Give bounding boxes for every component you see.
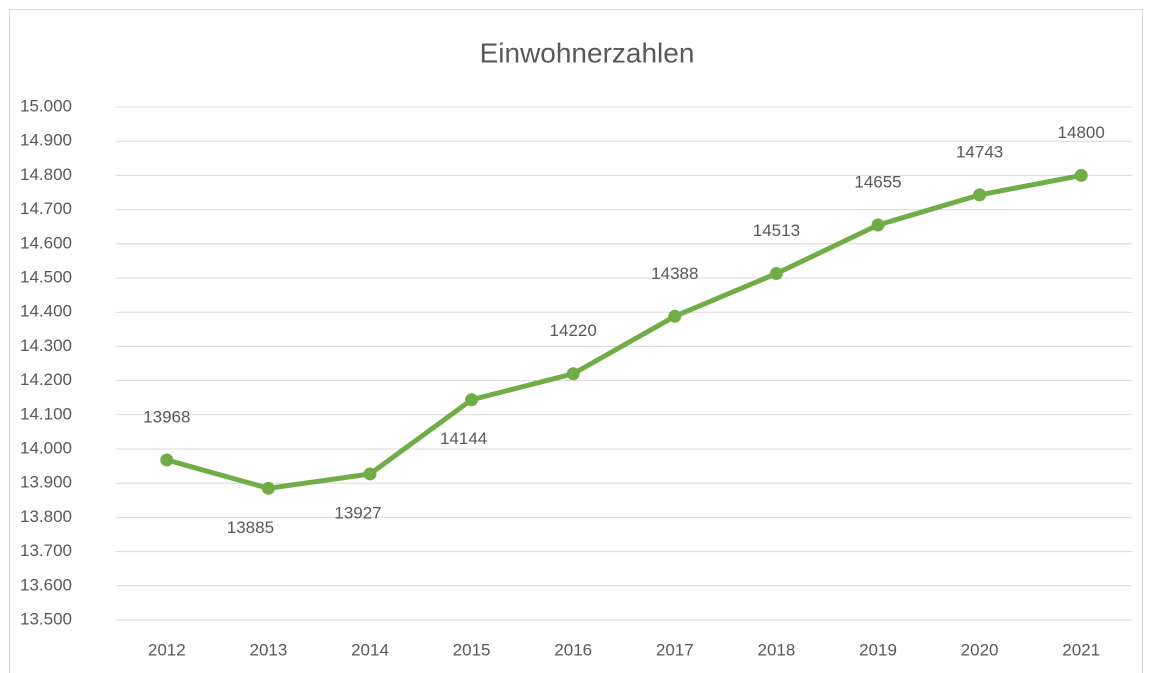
- y-tick-label: 14.600: [20, 233, 72, 252]
- y-tick-label: 14.100: [20, 404, 72, 423]
- data-label: 13968: [143, 407, 190, 426]
- data-label: 14743: [956, 142, 1003, 161]
- x-tick-label: 2015: [453, 640, 491, 659]
- y-tick-label: 14.500: [20, 267, 72, 286]
- y-tick-label: 14.800: [20, 165, 72, 184]
- x-tick-label: 2018: [757, 640, 795, 659]
- chart-frame: [9, 9, 1143, 673]
- marker: [769, 267, 783, 281]
- line: [166, 172, 1082, 491]
- y-tick-label: 14.000: [20, 438, 72, 457]
- y-tick-label: 13.700: [20, 541, 72, 560]
- x-tick-label: 2014: [351, 640, 389, 659]
- data-label: 14513: [753, 221, 800, 240]
- marker: [566, 367, 580, 381]
- data-label: 14388: [651, 264, 698, 283]
- y-tick-label: 14.300: [20, 336, 72, 355]
- x-tick-label: 2021: [1062, 640, 1100, 659]
- marker: [973, 188, 987, 202]
- data-label: 13927: [334, 503, 381, 522]
- x-tick-label: 2019: [859, 640, 897, 659]
- chart-title: Einwohnerzahlen: [480, 37, 695, 68]
- data-label: 13885: [227, 518, 274, 537]
- marker: [1074, 168, 1088, 182]
- data-label: 14144: [440, 429, 487, 448]
- marker: [261, 481, 275, 495]
- x-tick-label: 2016: [554, 640, 592, 659]
- marker: [871, 218, 885, 232]
- x-tick-label: 2017: [656, 640, 694, 659]
- marker: [363, 467, 377, 481]
- data-label: 14220: [550, 321, 597, 340]
- x-tick-label: 2013: [249, 640, 287, 659]
- x-tick-label: 2020: [961, 640, 999, 659]
- data-label: 14800: [1058, 123, 1105, 142]
- y-tick-label: 15.000: [20, 96, 72, 115]
- y-tick-label: 13.900: [20, 473, 72, 492]
- y-tick-label: 13.600: [20, 575, 72, 594]
- y-tick-label: 14.900: [20, 131, 72, 150]
- marker: [160, 453, 174, 467]
- y-tick-label: 14.400: [20, 302, 72, 321]
- x-tick-label: 2012: [148, 640, 186, 659]
- y-tick-label: 13.500: [20, 609, 72, 628]
- data-label: 14655: [854, 172, 901, 191]
- y-tick-label: 14.700: [20, 199, 72, 218]
- marker: [668, 309, 682, 323]
- marker: [465, 393, 479, 407]
- y-tick-label: 14.200: [20, 370, 72, 389]
- y-tick-label: 13.800: [20, 507, 72, 526]
